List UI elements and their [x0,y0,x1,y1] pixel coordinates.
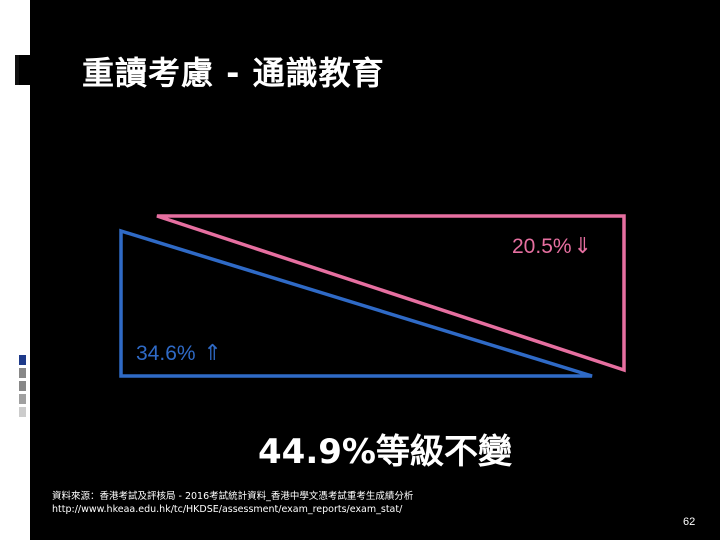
title-marker-icon [15,55,30,85]
strip-square [19,394,26,404]
decorative-left-strip [0,0,30,540]
blue-percentage-value: 34.6% [136,342,202,365]
headline-result: 44.9%等級不變 [258,432,512,472]
strip-square [19,355,26,365]
strip-squares [19,355,27,420]
double-up-arrow-icon: ⇑ [203,341,222,366]
source-line-1: 資料來源：香港考試及評核局 - 2016考試統計資料_香港中學文憑考試重考生成績… [52,491,414,502]
slide-title: 重讀考慮 - 通識教育 [82,54,385,92]
blue-triangle [119,228,593,378]
pink-triangle [156,214,626,373]
strip-square [19,407,26,417]
source-url[interactable]: http://www.hkeaa.edu.hk/tc/HKDSE/assessm… [52,504,403,515]
pink-percentage-value: 20.5% [512,235,572,258]
strip-square [19,368,26,378]
blue-percentage-label: 34.6% ⇑ [136,341,222,366]
page-number: 62 [683,516,696,528]
double-down-arrow-icon: ⇓ [573,234,592,259]
strip-square [19,381,26,391]
pink-percentage-label: 20.5%⇓ [512,234,592,259]
source-citation: 資料來源：香港考試及評核局 - 2016考試統計資料_香港中學文憑考試重考生成績… [52,490,413,516]
